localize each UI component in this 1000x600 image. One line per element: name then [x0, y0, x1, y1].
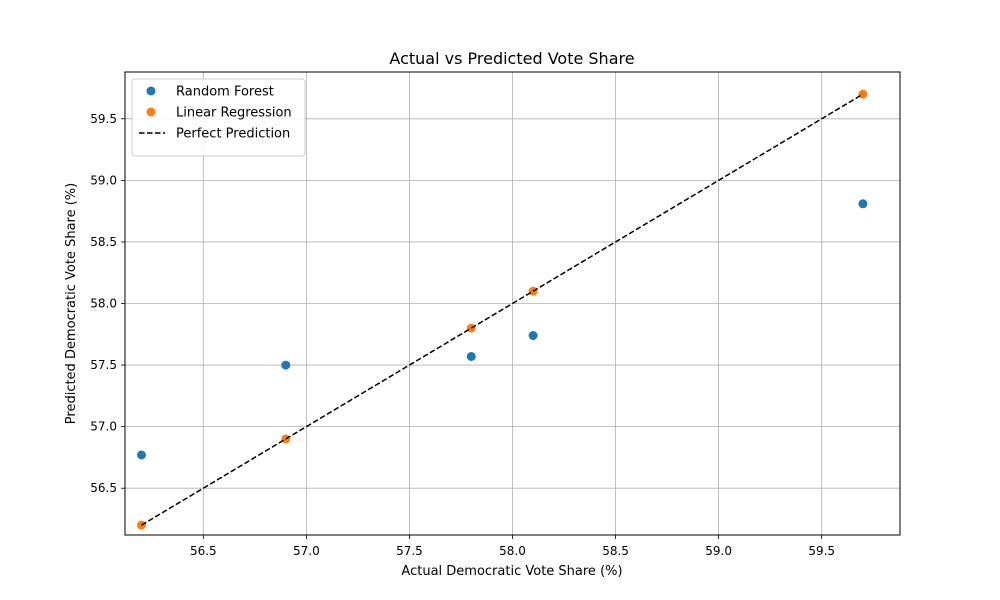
perfect-prediction-line — [141, 93, 864, 526]
random-forest-point — [858, 199, 868, 209]
random-forest-point — [528, 331, 538, 341]
x-tick-label: 57.0 — [293, 544, 320, 558]
y-axis-label: Predicted Democratic Vote Share (%) — [64, 183, 79, 424]
x-tick-label: 56.5 — [190, 544, 217, 558]
legend: Random Forest Linear Regression Perfect Pr… — [131, 78, 306, 157]
chart-title: Actual vs Predicted Vote Share — [389, 49, 634, 68]
y-tick-label: 59.5 — [90, 112, 117, 126]
y-tick-label: 57.0 — [90, 420, 117, 434]
y-tick-label: 58.5 — [90, 235, 117, 249]
x-tick-label: 58.0 — [499, 544, 526, 558]
plot-content — [136, 89, 868, 530]
legend-label-linear-regression: Linear Regression — [176, 106, 292, 121]
legend-marker-linear-regression — [146, 107, 156, 117]
y-tick-label: 56.5 — [90, 481, 117, 495]
y-tick-label: 59.0 — [90, 173, 117, 187]
random-forest-point — [281, 360, 291, 370]
x-tick-label: 59.5 — [808, 544, 835, 558]
legend-label-random-forest: Random Forest — [176, 85, 274, 100]
x-tick-label: 57.5 — [396, 544, 423, 558]
legend-box — [131, 78, 306, 157]
x-tick-label: 59.0 — [705, 544, 732, 558]
legend-label-perfect-prediction: Perfect Prediction — [176, 127, 290, 142]
plot-frame — [124, 71, 901, 536]
random-forest-point — [466, 351, 476, 361]
y-tick-label: 57.5 — [90, 358, 117, 372]
random-forest-point — [136, 450, 146, 460]
legend-marker-random-forest — [146, 86, 156, 96]
x-axis-label: Actual Democratic Vote Share (%) — [401, 564, 622, 579]
y-tick-label: 58.0 — [90, 297, 117, 311]
x-tick-label: 58.5 — [602, 544, 629, 558]
axis-ticks: 56.5 57.0 57.5 58.0 58.5 59.0 59.5 56.5 57.0 57.5… — [90, 112, 835, 558]
